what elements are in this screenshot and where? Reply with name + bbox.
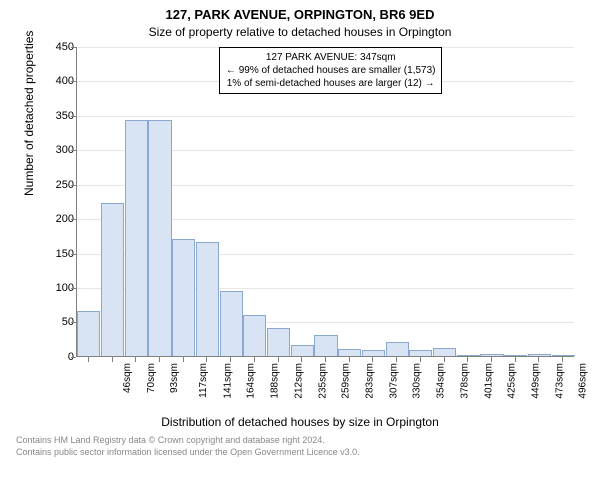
x-tick-label: 330sqm bbox=[412, 363, 423, 399]
x-tick-label: 378sqm bbox=[459, 363, 470, 399]
x-tick-label: 449sqm bbox=[531, 363, 542, 399]
x-tick-label: 496sqm bbox=[578, 363, 589, 399]
histogram-bar bbox=[480, 354, 503, 356]
histogram-bar bbox=[77, 311, 100, 356]
callout-line-2: ← 99% of detached houses are smaller (1,… bbox=[226, 64, 436, 77]
x-tick-label: 188sqm bbox=[270, 363, 281, 399]
histogram-bar bbox=[338, 349, 361, 356]
histogram-bar bbox=[243, 315, 266, 356]
x-tick-label: 93sqm bbox=[169, 363, 180, 393]
x-tick-label: 259sqm bbox=[341, 363, 352, 399]
y-tick-label: 200 bbox=[34, 213, 74, 225]
histogram-bar bbox=[314, 335, 337, 356]
histogram-bar bbox=[528, 354, 551, 356]
callout-line-3: 1% of semi-detached houses are larger (1… bbox=[226, 77, 436, 90]
histogram-bar bbox=[504, 355, 527, 356]
x-tick-label: 164sqm bbox=[246, 363, 257, 399]
callout-box: 127 PARK AVENUE: 347sqm ← 99% of detache… bbox=[219, 47, 443, 94]
histogram-bar bbox=[148, 120, 171, 356]
x-axis-label: Distribution of detached houses by size … bbox=[10, 415, 590, 429]
y-tick-label: 300 bbox=[34, 144, 74, 156]
x-tick-label: 283sqm bbox=[365, 363, 376, 399]
y-tick-label: 350 bbox=[34, 110, 74, 122]
chart-subtitle: Size of property relative to detached ho… bbox=[10, 25, 590, 39]
histogram-bar bbox=[172, 239, 195, 356]
y-tick-label: 100 bbox=[34, 282, 74, 294]
y-tick-label: 400 bbox=[34, 75, 74, 87]
histogram-bar bbox=[362, 350, 385, 356]
histogram-bar bbox=[409, 350, 432, 356]
x-tick-label: 141sqm bbox=[222, 363, 233, 399]
x-tick-label: 46sqm bbox=[122, 363, 133, 393]
chart-title: 127, PARK AVENUE, ORPINGTON, BR6 9ED bbox=[10, 8, 590, 23]
histogram-bar bbox=[267, 328, 290, 356]
histogram-bar bbox=[433, 348, 456, 356]
chart-container: 127, PARK AVENUE, ORPINGTON, BR6 9ED Siz… bbox=[0, 0, 600, 500]
y-tick-label: 150 bbox=[34, 248, 74, 260]
attribution-footer: Contains HM Land Registry data © Crown c… bbox=[10, 429, 590, 458]
plot-region: 127 PARK AVENUE: 347sqm ← 99% of detache… bbox=[76, 47, 574, 357]
chart-area: Number of detached properties 127 PARK A… bbox=[20, 43, 580, 413]
histogram-bar bbox=[386, 342, 409, 356]
histogram-bar bbox=[291, 345, 314, 356]
footer-line-1: Contains HM Land Registry data © Crown c… bbox=[16, 435, 590, 447]
x-tick-label: 235sqm bbox=[317, 363, 328, 399]
histogram-bar bbox=[101, 203, 124, 356]
y-tick-label: 450 bbox=[34, 41, 74, 53]
x-tick-label: 401sqm bbox=[483, 363, 494, 399]
x-tick-label: 354sqm bbox=[436, 363, 447, 399]
footer-line-2: Contains public sector information licen… bbox=[16, 447, 590, 459]
histogram-bar bbox=[552, 355, 575, 356]
x-tick-label: 70sqm bbox=[146, 363, 157, 393]
x-tick-label: 307sqm bbox=[388, 363, 399, 399]
x-tick-label: 117sqm bbox=[198, 363, 209, 398]
y-tick-label: 50 bbox=[34, 316, 74, 328]
y-tick-label: 0 bbox=[34, 351, 74, 363]
x-tick-label: 473sqm bbox=[554, 363, 565, 399]
histogram-bar bbox=[125, 120, 148, 356]
histogram-bar bbox=[220, 291, 243, 356]
x-tick-label: 212sqm bbox=[293, 363, 304, 399]
x-tick-label: 425sqm bbox=[507, 363, 518, 399]
histogram-bar bbox=[196, 242, 219, 356]
y-tick-label: 250 bbox=[34, 179, 74, 191]
callout-line-1: 127 PARK AVENUE: 347sqm bbox=[226, 51, 436, 64]
histogram-bar bbox=[457, 355, 480, 356]
